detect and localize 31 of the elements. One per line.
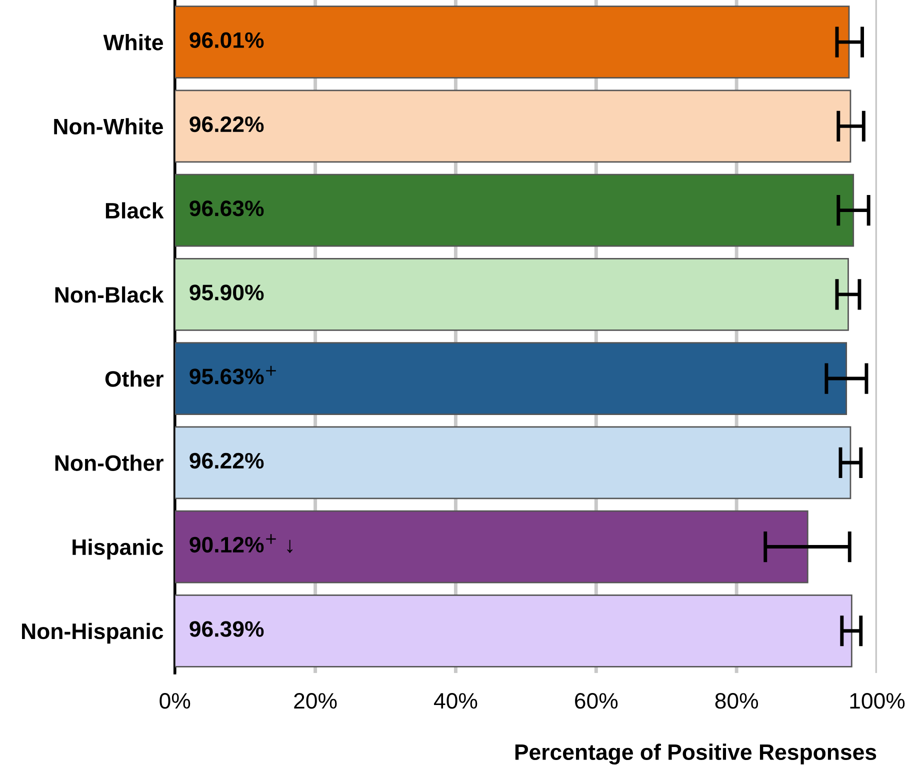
- y-tick-label: Hispanic: [72, 538, 164, 560]
- y-tick-label: Non-Hispanic: [22, 622, 164, 644]
- y-tick-label: Non-Black: [55, 286, 164, 303]
- y-tick-label: Black: [106, 202, 164, 219]
- data-label: 95.90%: [190, 284, 264, 300]
- x-tick-label: 80%: [715, 693, 758, 709]
- x-tick-label: 40%: [434, 693, 478, 709]
- data-label: 96.01%: [190, 32, 264, 48]
- y-tick-label: White: [103, 34, 163, 50]
- bar: [174, 594, 852, 668]
- bar: [174, 258, 849, 331]
- bar: [174, 90, 852, 163]
- y-tick-label: Non-Other: [55, 454, 164, 471]
- bar: [174, 342, 848, 415]
- data-label: 90.12%$^{+}$ ↓: [190, 534, 292, 554]
- y-tick-label: Other: [105, 370, 164, 387]
- data-label: 96.39%: [190, 621, 264, 637]
- x-axis-title: Percentage of Positive Responses: [515, 744, 876, 764]
- x-tick-label: 100%: [850, 693, 905, 709]
- x-tick-label: 0%: [160, 693, 190, 709]
- bar: [174, 6, 850, 79]
- x-tick-label: 20%: [294, 693, 337, 709]
- data-label: 95.63%$^{+}$: [190, 366, 276, 384]
- bar: [174, 510, 808, 584]
- y-tick-label: Non-White: [54, 118, 163, 134]
- data-label: 96.22%: [190, 116, 264, 132]
- data-label: 96.63%: [190, 200, 264, 216]
- bar: [174, 174, 854, 247]
- data-label: 96.22%: [190, 452, 264, 469]
- bar: [174, 426, 852, 500]
- x-tick-label: 60%: [575, 693, 618, 709]
